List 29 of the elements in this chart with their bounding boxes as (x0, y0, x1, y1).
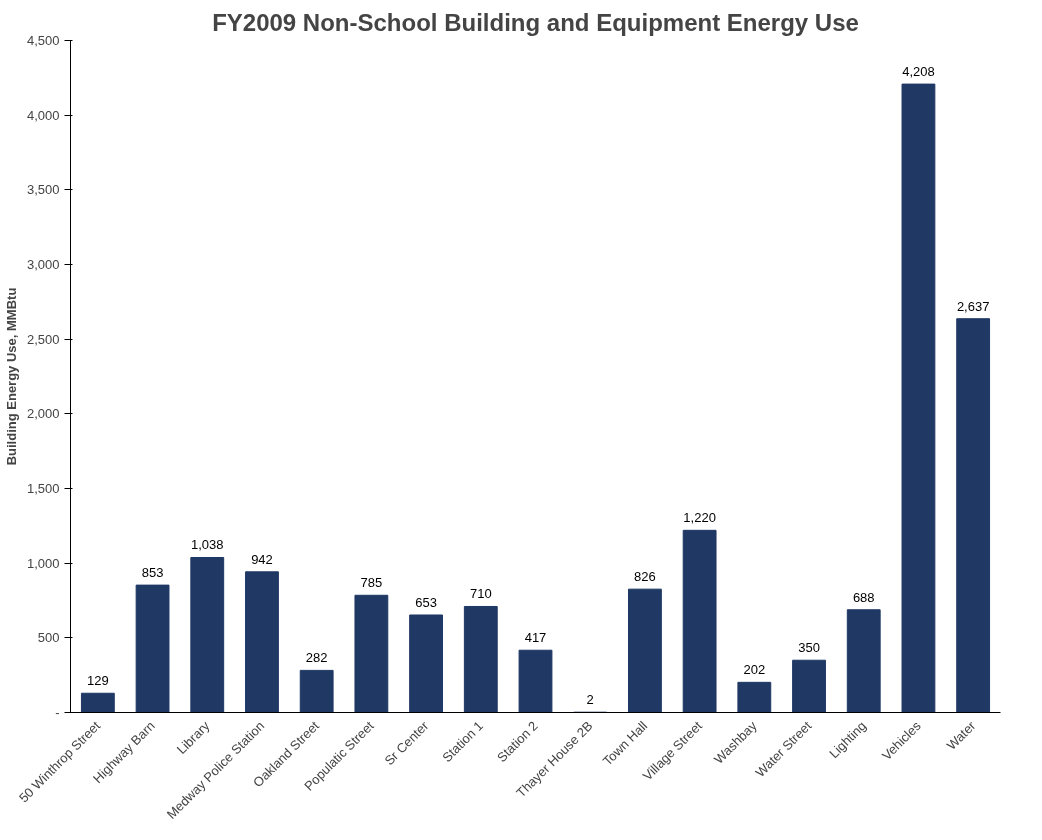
data-label: 853 (141, 565, 164, 581)
y-tick-label: 2,500 (26, 331, 60, 347)
y-tick-label: 1,000 (26, 555, 60, 571)
data-label: 710 (469, 586, 492, 602)
data-label: 1,220 (683, 510, 716, 526)
data-label: 129 (87, 673, 109, 689)
data-label: 653 (415, 594, 437, 610)
data-label: 785 (360, 575, 383, 591)
data-label: 2,637 (956, 298, 990, 314)
data-label: 942 (251, 551, 273, 567)
y-axis-title: Building Energy Use, MMBtu (3, 287, 19, 466)
data-label: 1,038 (191, 537, 224, 553)
chart-title: FY2009 Non-School Building and Equipment Energy Use (212, 8, 859, 36)
y-tick-label: 3,500 (26, 182, 60, 198)
y-tick-label: 500 (37, 630, 60, 646)
y-tick-label: 1,500 (26, 481, 60, 496)
data-label: 826 (634, 569, 656, 585)
y-tick-label: 2,000 (26, 406, 60, 422)
y-tick-label: - (55, 705, 60, 720)
data-label: 688 (852, 589, 875, 605)
data-label: 282 (305, 650, 328, 666)
data-label: 417 (524, 630, 547, 646)
data-label: 2 (586, 692, 594, 708)
y-tick-label: 4,500 (26, 33, 60, 48)
data-label: 350 (798, 640, 820, 656)
data-label: 4,208 (902, 64, 935, 80)
y-tick-label: 4,000 (26, 107, 60, 123)
data-label: 202 (743, 662, 766, 678)
y-tick-label: 3,000 (26, 257, 60, 272)
